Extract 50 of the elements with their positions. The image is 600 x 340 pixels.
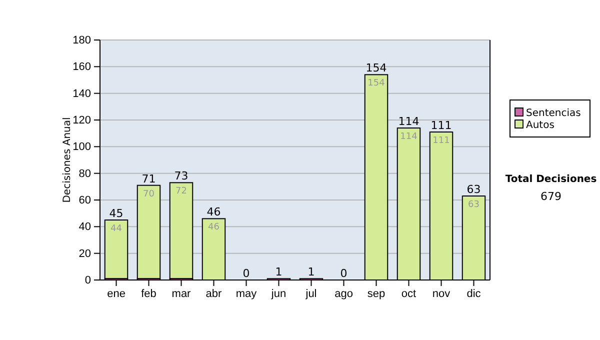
- x-tick-label: may: [236, 288, 258, 300]
- x-tick-label: ene: [107, 288, 126, 300]
- x-tick-label: feb: [141, 288, 156, 300]
- x-tick-label: abr: [206, 288, 222, 300]
- total-label: 63: [466, 183, 481, 196]
- y-tick-label: 100: [72, 141, 91, 154]
- y-tick-label: 180: [72, 34, 91, 47]
- total-label: 73: [174, 170, 188, 183]
- total-label: 114: [398, 115, 420, 128]
- y-tick-label: 0: [84, 274, 91, 287]
- text: Total Decisiones: [505, 174, 597, 185]
- bar: [169, 182, 194, 280]
- total-label: 0: [242, 267, 250, 280]
- total-label: 111: [430, 119, 452, 132]
- data-label: 154: [368, 78, 386, 89]
- data-label: 72: [176, 186, 187, 197]
- bar: [136, 184, 161, 280]
- y-tick-label: 80: [78, 168, 91, 180]
- total-label: 1: [275, 266, 282, 279]
- y-axis-title: Decisiones Anual: [62, 117, 73, 203]
- y-tick-label: 140: [72, 88, 91, 100]
- data-label: 63: [468, 200, 480, 210]
- total-label: 154: [366, 62, 387, 75]
- total-label: 0: [340, 267, 348, 280]
- total-label: 46: [206, 206, 221, 219]
- data-label: 111: [432, 136, 450, 146]
- bar: [104, 220, 128, 280]
- total-label: 1: [308, 266, 315, 279]
- y-tick-label: 120: [72, 114, 91, 127]
- total-label: 71: [142, 172, 156, 186]
- y-tick-label: 40: [78, 221, 91, 234]
- legend-label: Sentencias: [526, 108, 581, 119]
- x-tick-label: jun: [270, 288, 286, 300]
- x-tick-label: oct: [401, 288, 416, 300]
- x-tick-label: dic: [466, 288, 482, 300]
- x-tick-label: mar: [172, 288, 192, 300]
- x-tick-label: nov: [432, 288, 451, 300]
- legend-label: Autos: [526, 120, 554, 131]
- x-tick-label: ago: [334, 288, 353, 300]
- y-tick-label: 160: [72, 61, 91, 74]
- data-label: 44: [110, 224, 122, 234]
- data-label: 114: [400, 132, 418, 142]
- data-label: 70: [143, 189, 155, 200]
- total-label: 45: [109, 207, 124, 220]
- y-tick-label: 20: [78, 248, 91, 260]
- x-tick-label: jul: [304, 288, 317, 300]
- data-label: 46: [208, 222, 220, 233]
- y-tick-label: 60: [78, 194, 91, 207]
- text: 679: [540, 190, 562, 203]
- x-tick-label: sep: [367, 288, 386, 300]
